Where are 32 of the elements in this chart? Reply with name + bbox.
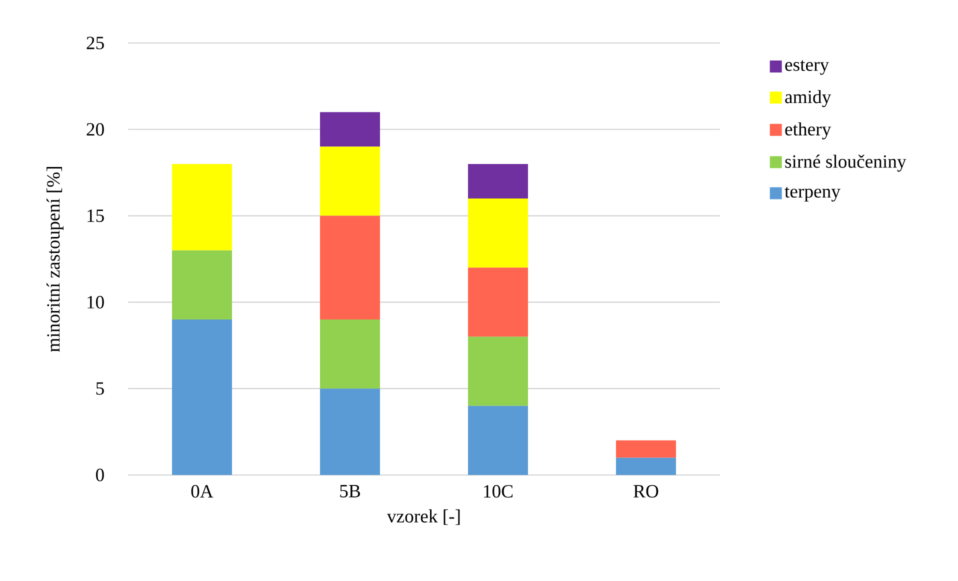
legend-label: amidy: [785, 90, 832, 108]
bar: [468, 406, 528, 475]
y-tick-label: 20: [86, 123, 104, 136]
y-tick-label: 25: [86, 36, 104, 50]
x-tick-label: 10C: [484, 485, 513, 498]
y-tick-label: 5: [96, 382, 104, 395]
bar: [172, 250, 232, 320]
x-tick-label: 5B: [340, 485, 360, 498]
legend-label: sirné sloučeniny: [785, 154, 906, 172]
bar: [468, 198, 528, 268]
y-tick-label: 15: [88, 210, 104, 222]
y-tick-label: 0: [96, 468, 104, 482]
x-axis-title: vzorek [-]: [386, 509, 460, 525]
y-tick-label: 10: [88, 296, 104, 308]
bar: [320, 146, 380, 216]
bar: [616, 458, 676, 475]
bar: [320, 319, 380, 389]
bar: [468, 164, 528, 199]
bar: [468, 268, 528, 337]
bar: [172, 164, 232, 250]
bar: [468, 336, 528, 406]
bar: [320, 216, 380, 320]
y-axis-title: minoritní zastoupení [%]: [46, 167, 64, 352]
bar: [172, 319, 232, 475]
legend-label: ethery: [785, 122, 832, 140]
bar: [616, 440, 676, 458]
legend-label: terpeny: [784, 186, 840, 202]
legend-label: estery: [785, 60, 830, 75]
bar: [320, 388, 380, 475]
bar: [320, 112, 380, 147]
x-tick-label: 0A: [191, 485, 214, 498]
x-tick-label: RO: [634, 485, 658, 498]
